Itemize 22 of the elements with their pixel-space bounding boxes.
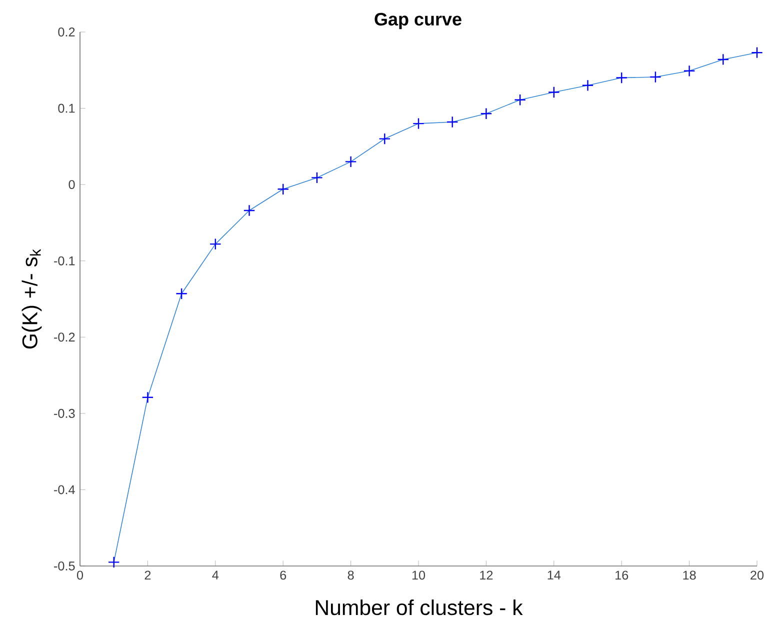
x-tick-label: 0	[76, 570, 84, 580]
x-tick-label: 20	[750, 570, 764, 580]
x-axis-title: Number of clusters - k	[316, 599, 523, 616]
y-axis-title: G(K) +/- s$_{k}$	[22, 249, 42, 349]
y-tick-label: -0.3	[54, 408, 75, 418]
y-tick-label: -0.4	[54, 485, 75, 494]
x-tick-label: 16	[616, 570, 628, 580]
y-tick-label: 0.1	[58, 104, 75, 113]
x-tick-label: 14	[548, 570, 561, 580]
y-tick-label: -0.2	[54, 332, 75, 342]
y-tick-label: 0.2	[58, 28, 75, 36]
y-tick-label: -0.1	[54, 256, 75, 266]
x-tick-label: 4	[212, 570, 219, 580]
x-tick-label: 18	[683, 570, 696, 580]
y-tick-label: -0.5	[54, 562, 75, 570]
x-tick-label: 12	[480, 570, 493, 580]
chart-title: Gap curve	[374, 12, 462, 30]
x-tick-label: 10	[412, 570, 426, 580]
x-tick-label: 2	[144, 570, 151, 580]
y-tick-label: 0	[68, 180, 75, 190]
x-tick-label: 6	[280, 570, 286, 580]
x-tick-label: 8	[348, 570, 354, 580]
